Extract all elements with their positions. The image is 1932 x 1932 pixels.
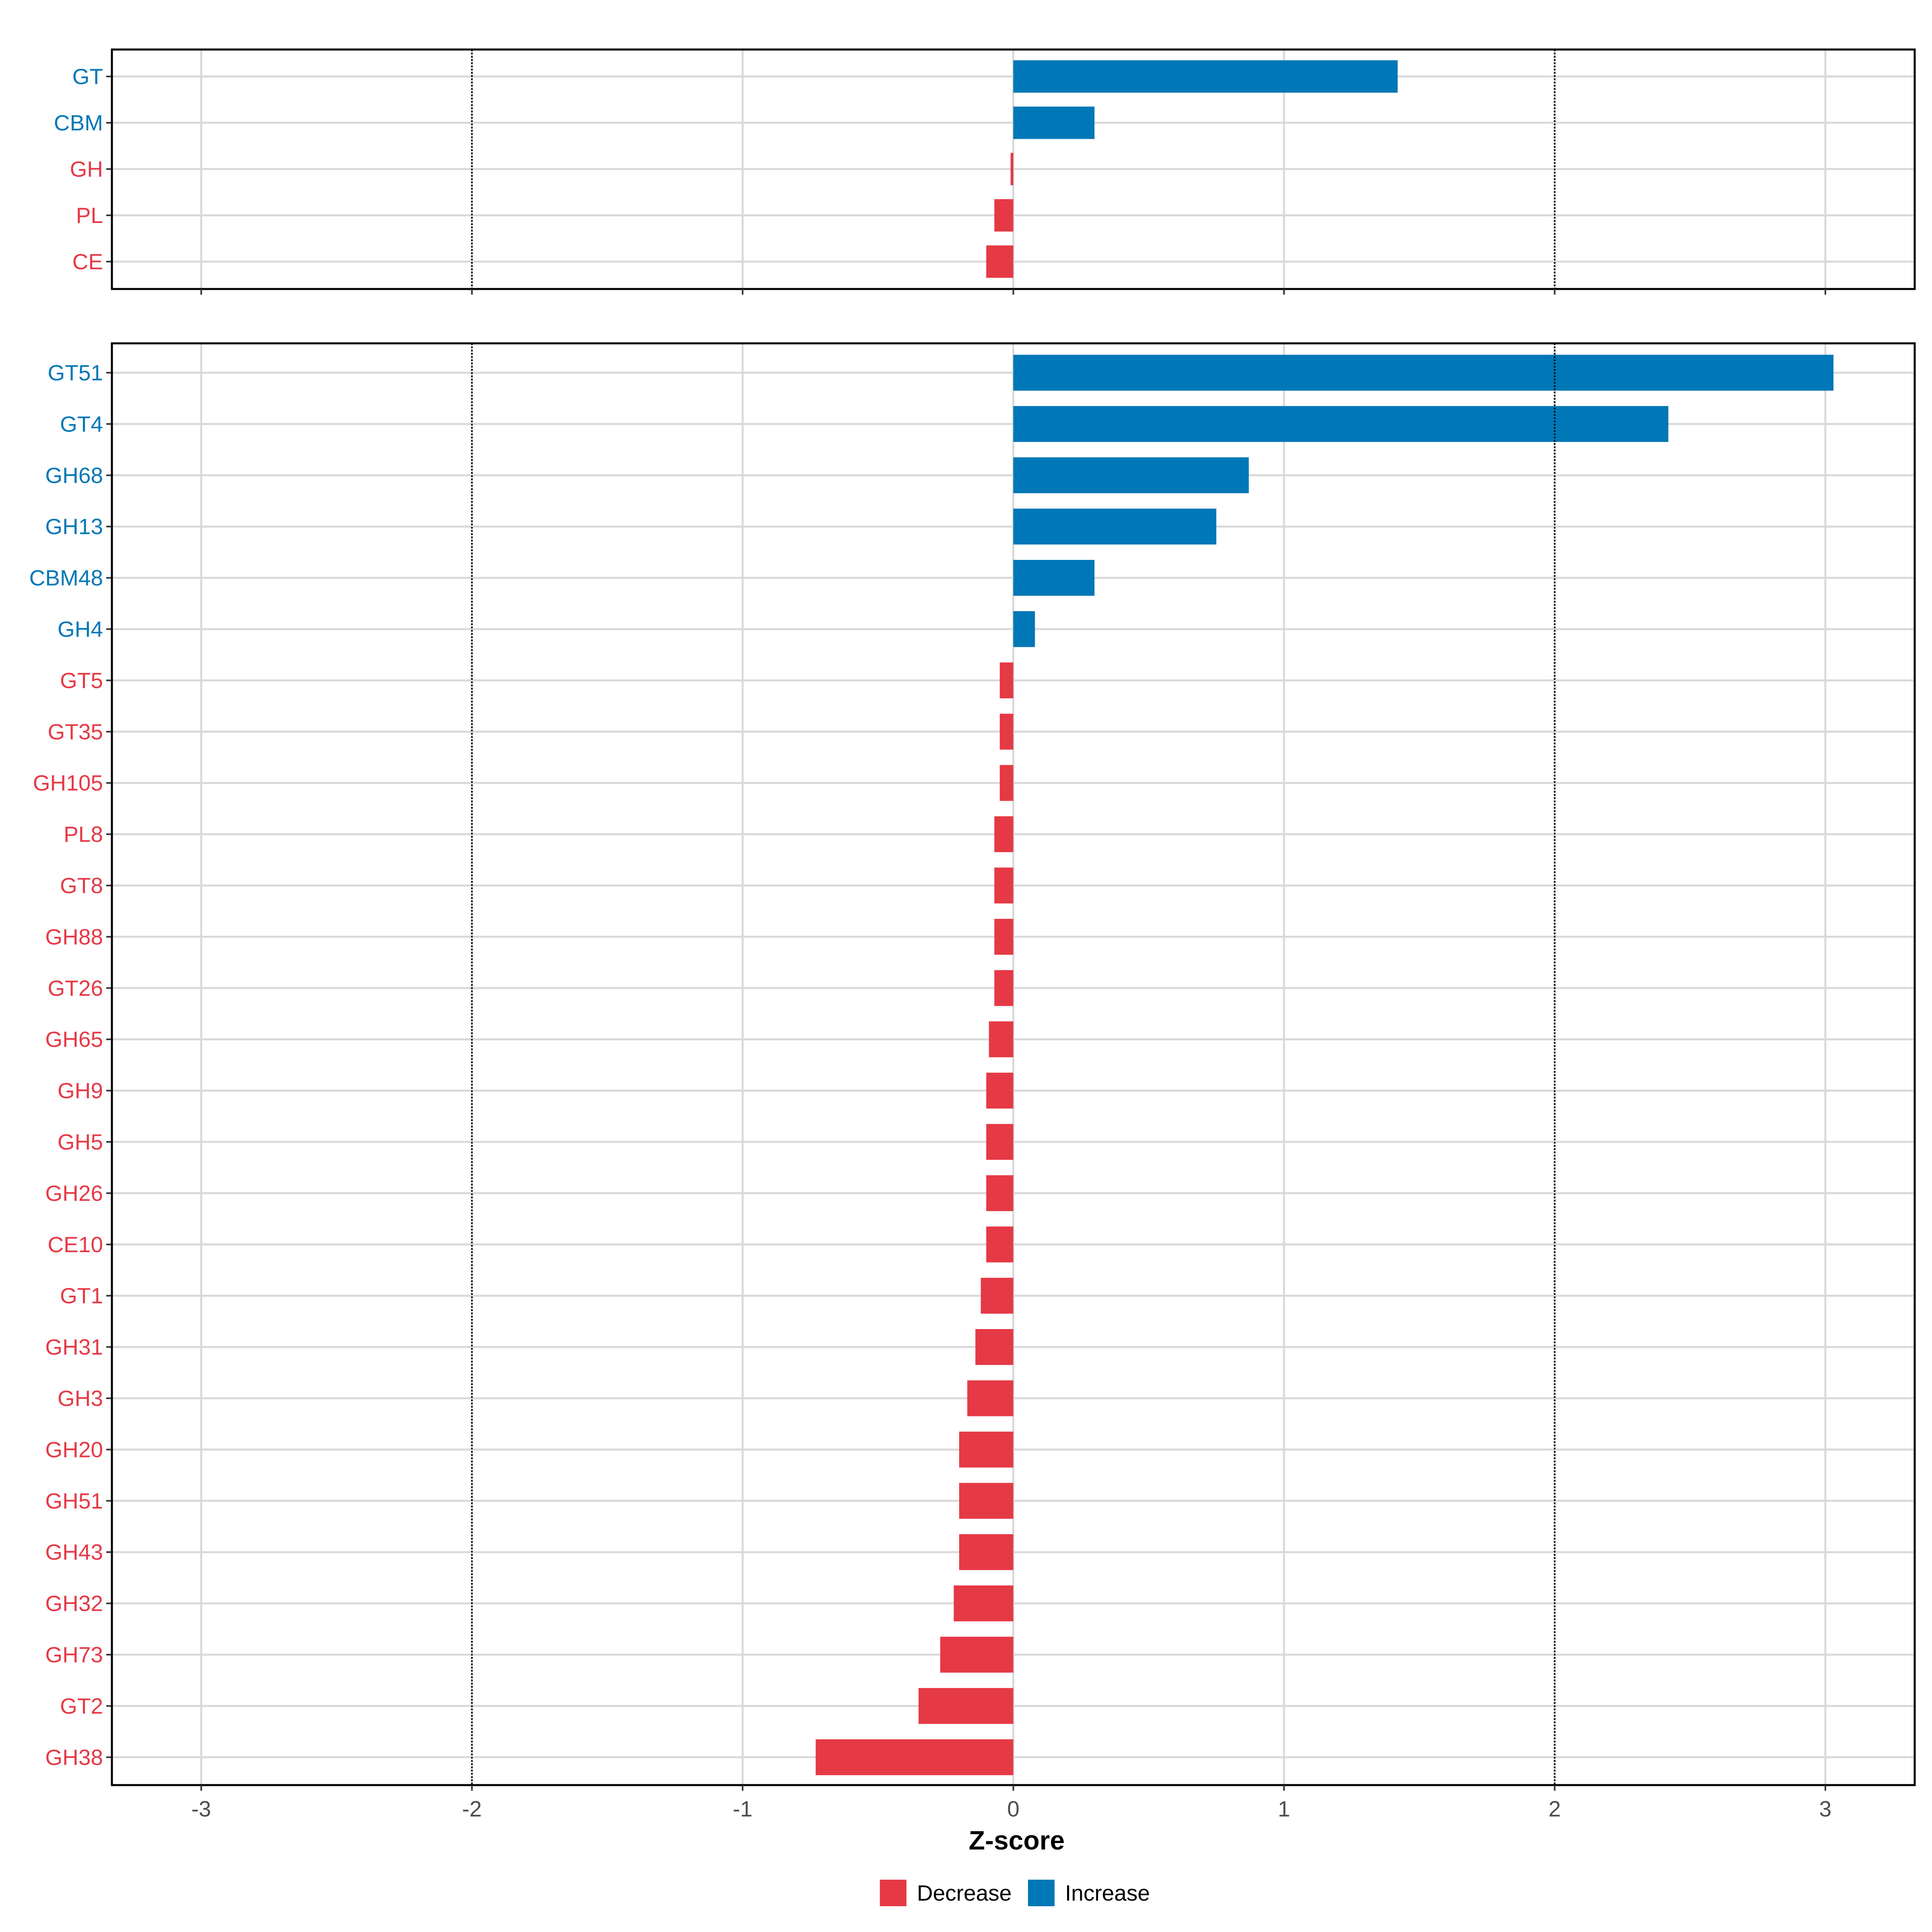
bottom-category-label: GT35 [47, 719, 103, 744]
bottom-category-label: GH68 [45, 463, 103, 488]
x-tick-label: 3 [1819, 1796, 1832, 1821]
bottom-category-label: GH73 [45, 1642, 103, 1667]
bottom-category-label: GH4 [58, 617, 103, 642]
x-tick-label: 2 [1548, 1796, 1561, 1821]
bottom-bar-ce10 [986, 1226, 1013, 1263]
legend-swatch-decrease [880, 1880, 906, 1906]
top-bar-gh [1010, 153, 1013, 186]
bottom-bar-gh31 [975, 1329, 1013, 1365]
bottom-bar-gh20 [959, 1431, 1013, 1468]
legend-label-decrease: Decrease [917, 1880, 1011, 1905]
x-tick-label: -3 [191, 1796, 211, 1821]
bottom-bar-gh32 [954, 1585, 1013, 1622]
bottom-category-label: GH13 [45, 514, 103, 539]
bottom-panel: GT51 GT4 GH68 GH13 CBM48 GH4 GT5 GT35 GH105 PL8 GT… [29, 342, 1916, 1821]
bottom-bar-gh5 [986, 1124, 1013, 1160]
top-bar-pl [994, 199, 1013, 232]
bottom-bar-gt4 [1013, 406, 1669, 442]
bottom-category-label: GT4 [60, 411, 103, 436]
top-bar-cbm [1013, 106, 1095, 139]
bottom-category-label: GT5 [60, 668, 103, 693]
x-tick-label: -1 [733, 1796, 753, 1821]
x-tick-label: 0 [1007, 1796, 1020, 1821]
bottom-category-label: GH5 [58, 1129, 103, 1154]
bottom-category-label: GH26 [45, 1181, 103, 1205]
bottom-bar-cbm48 [1013, 560, 1095, 596]
bottom-category-label: GT26 [47, 976, 103, 1001]
bottom-category-label: PL8 [64, 822, 103, 847]
bottom-bar-gt51 [1013, 355, 1834, 391]
bottom-category-label: GT51 [47, 360, 103, 385]
bottom-bar-gh105 [999, 765, 1013, 801]
bottom-bar-gt2 [919, 1688, 1013, 1724]
bottom-category-label: GH20 [45, 1437, 103, 1462]
bottom-bar-gh43 [959, 1534, 1013, 1570]
x-axis-title: Z-score [969, 1825, 1065, 1855]
bottom-category-label: GH51 [45, 1488, 103, 1513]
bottom-bar-gt5 [999, 662, 1013, 698]
top-category-label: CBM [54, 110, 103, 135]
bottom-bar-gt1 [980, 1278, 1013, 1314]
bottom-bar-gh88 [994, 919, 1013, 955]
bottom-bar-gt8 [994, 867, 1013, 904]
bottom-category-label: GH38 [45, 1745, 103, 1770]
bottom-category-label: GH32 [45, 1591, 103, 1616]
bottom-category-label: GT1 [60, 1283, 103, 1308]
top-category-label: GT [72, 64, 103, 89]
bottom-bar-gh26 [986, 1175, 1013, 1211]
bottom-category-label: GT2 [60, 1693, 103, 1718]
top-bar-ce [986, 245, 1013, 278]
bottom-category-label: GH31 [45, 1335, 103, 1360]
bottom-bar-gh73 [940, 1637, 1013, 1673]
legend: Decrease Increase [880, 1880, 1150, 1906]
bottom-category-label: GH65 [45, 1027, 103, 1052]
top-category-label: GH [70, 157, 103, 182]
bottom-bar-gh3 [967, 1380, 1013, 1416]
bottom-bar-gh51 [959, 1483, 1013, 1519]
bottom-bar-gt26 [994, 970, 1013, 1006]
bottom-category-label: GH88 [45, 924, 103, 949]
bottom-bar-gh4 [1013, 611, 1035, 647]
bottom-bar-gh68 [1013, 457, 1249, 493]
bottom-category-label: GH3 [58, 1386, 103, 1411]
legend-label-increase: Increase [1065, 1880, 1150, 1905]
bottom-category-label: CE10 [47, 1232, 103, 1257]
x-tick-label: -2 [462, 1796, 482, 1821]
bottom-category-label: GT8 [60, 873, 103, 898]
bottom-bar-pl8 [994, 816, 1013, 852]
bottom-bar-gh9 [986, 1073, 1013, 1109]
top-category-label: CE [72, 249, 103, 274]
bottom-bar-gh38 [815, 1739, 1013, 1775]
bottom-category-label: GH9 [58, 1078, 103, 1103]
bottom-category-label: CBM48 [29, 566, 103, 590]
x-tick-label: 1 [1278, 1796, 1290, 1821]
top-bar-gt [1013, 60, 1398, 93]
bottom-bar-gt35 [999, 714, 1013, 750]
bottom-category-label: GH43 [45, 1540, 103, 1565]
bottom-bar-gh65 [989, 1021, 1013, 1057]
bottom-category-label: GH105 [33, 770, 103, 795]
top-category-label: PL [76, 203, 103, 228]
bottom-bar-gh13 [1013, 508, 1216, 545]
legend-swatch-increase [1028, 1880, 1055, 1906]
top-panel: GT CBM GH PL CE [54, 48, 1916, 295]
